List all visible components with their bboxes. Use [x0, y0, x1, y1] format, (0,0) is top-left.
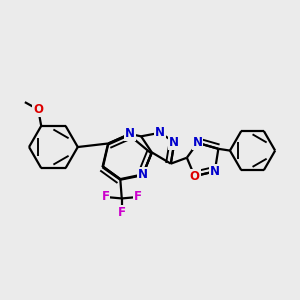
Text: O: O — [33, 103, 43, 116]
Text: F: F — [134, 190, 142, 203]
Text: N: N — [138, 168, 148, 181]
Text: N: N — [169, 136, 179, 149]
Text: N: N — [210, 165, 220, 178]
Text: N: N — [155, 126, 165, 139]
Text: N: N — [125, 128, 135, 140]
Text: F: F — [101, 190, 110, 203]
Text: N: N — [193, 136, 202, 149]
Text: F: F — [118, 206, 126, 219]
Text: O: O — [190, 170, 200, 183]
